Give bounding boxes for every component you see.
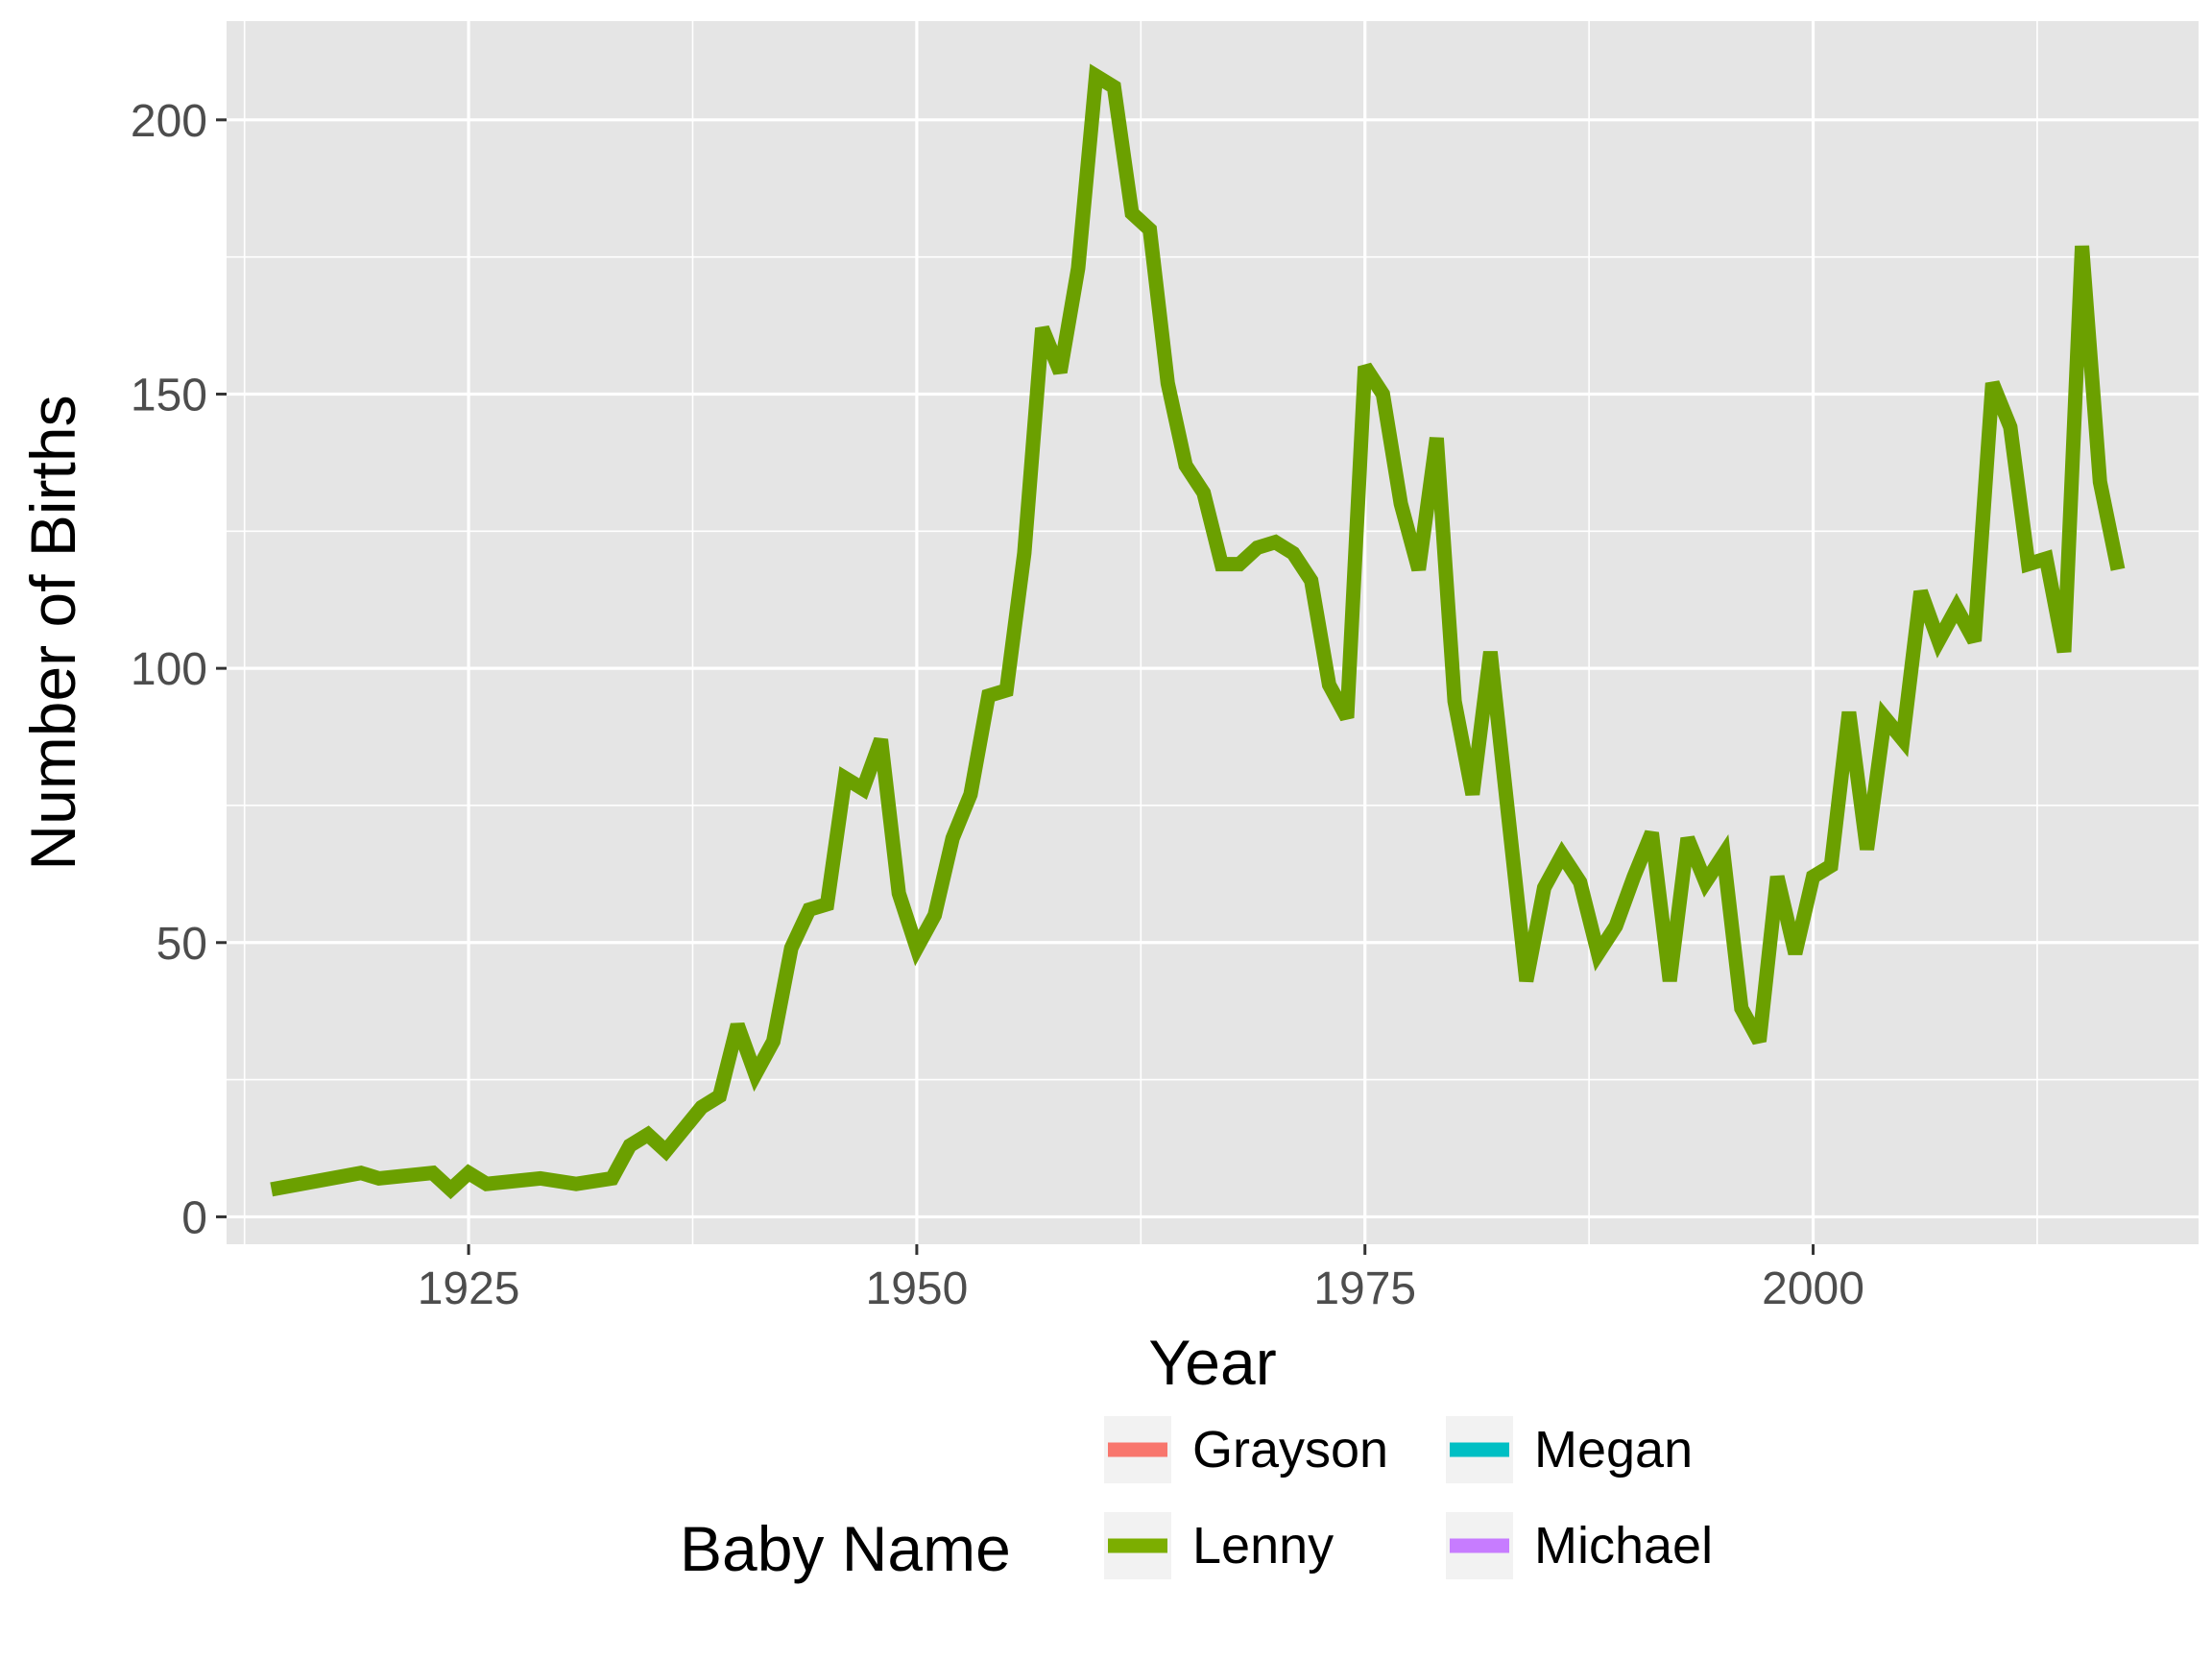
series-line-lenny	[270, 63, 2126, 1200]
x-tick-label: 1975	[1313, 1263, 1416, 1314]
legend-label-grayson: Grayson	[1192, 1421, 1388, 1479]
x-axis-title: Year	[1148, 1327, 1276, 1398]
x-tick-label: 2000	[1762, 1263, 1864, 1314]
y-tick-label: 50	[156, 919, 207, 970]
legend-label-megan: Megan	[1534, 1421, 1693, 1479]
legend-label-lenny: Lenny	[1192, 1517, 1334, 1575]
x-tick-label: 1925	[418, 1263, 520, 1314]
y-axis-title: Number of Births	[17, 395, 88, 870]
legend-label-michael: Michael	[1534, 1517, 1713, 1575]
y-tick-label: 0	[181, 1192, 207, 1243]
y-axis: 0 50 100 150 200	[131, 96, 227, 1243]
y-tick-label: 150	[131, 370, 207, 421]
plot-panel	[227, 21, 2199, 1244]
legend-title: Baby Name	[680, 1513, 1011, 1584]
major-gridlines	[227, 21, 2199, 1244]
series-layer	[270, 63, 2126, 1200]
x-tick-label: 1950	[866, 1263, 969, 1314]
x-axis: 1925 1950 1975 2000	[418, 1244, 1864, 1314]
y-tick-label: 100	[131, 644, 207, 695]
y-tick-label: 200	[131, 96, 207, 147]
legend: Baby Name Grayson Lenny Megan Michael	[680, 1416, 1713, 1584]
